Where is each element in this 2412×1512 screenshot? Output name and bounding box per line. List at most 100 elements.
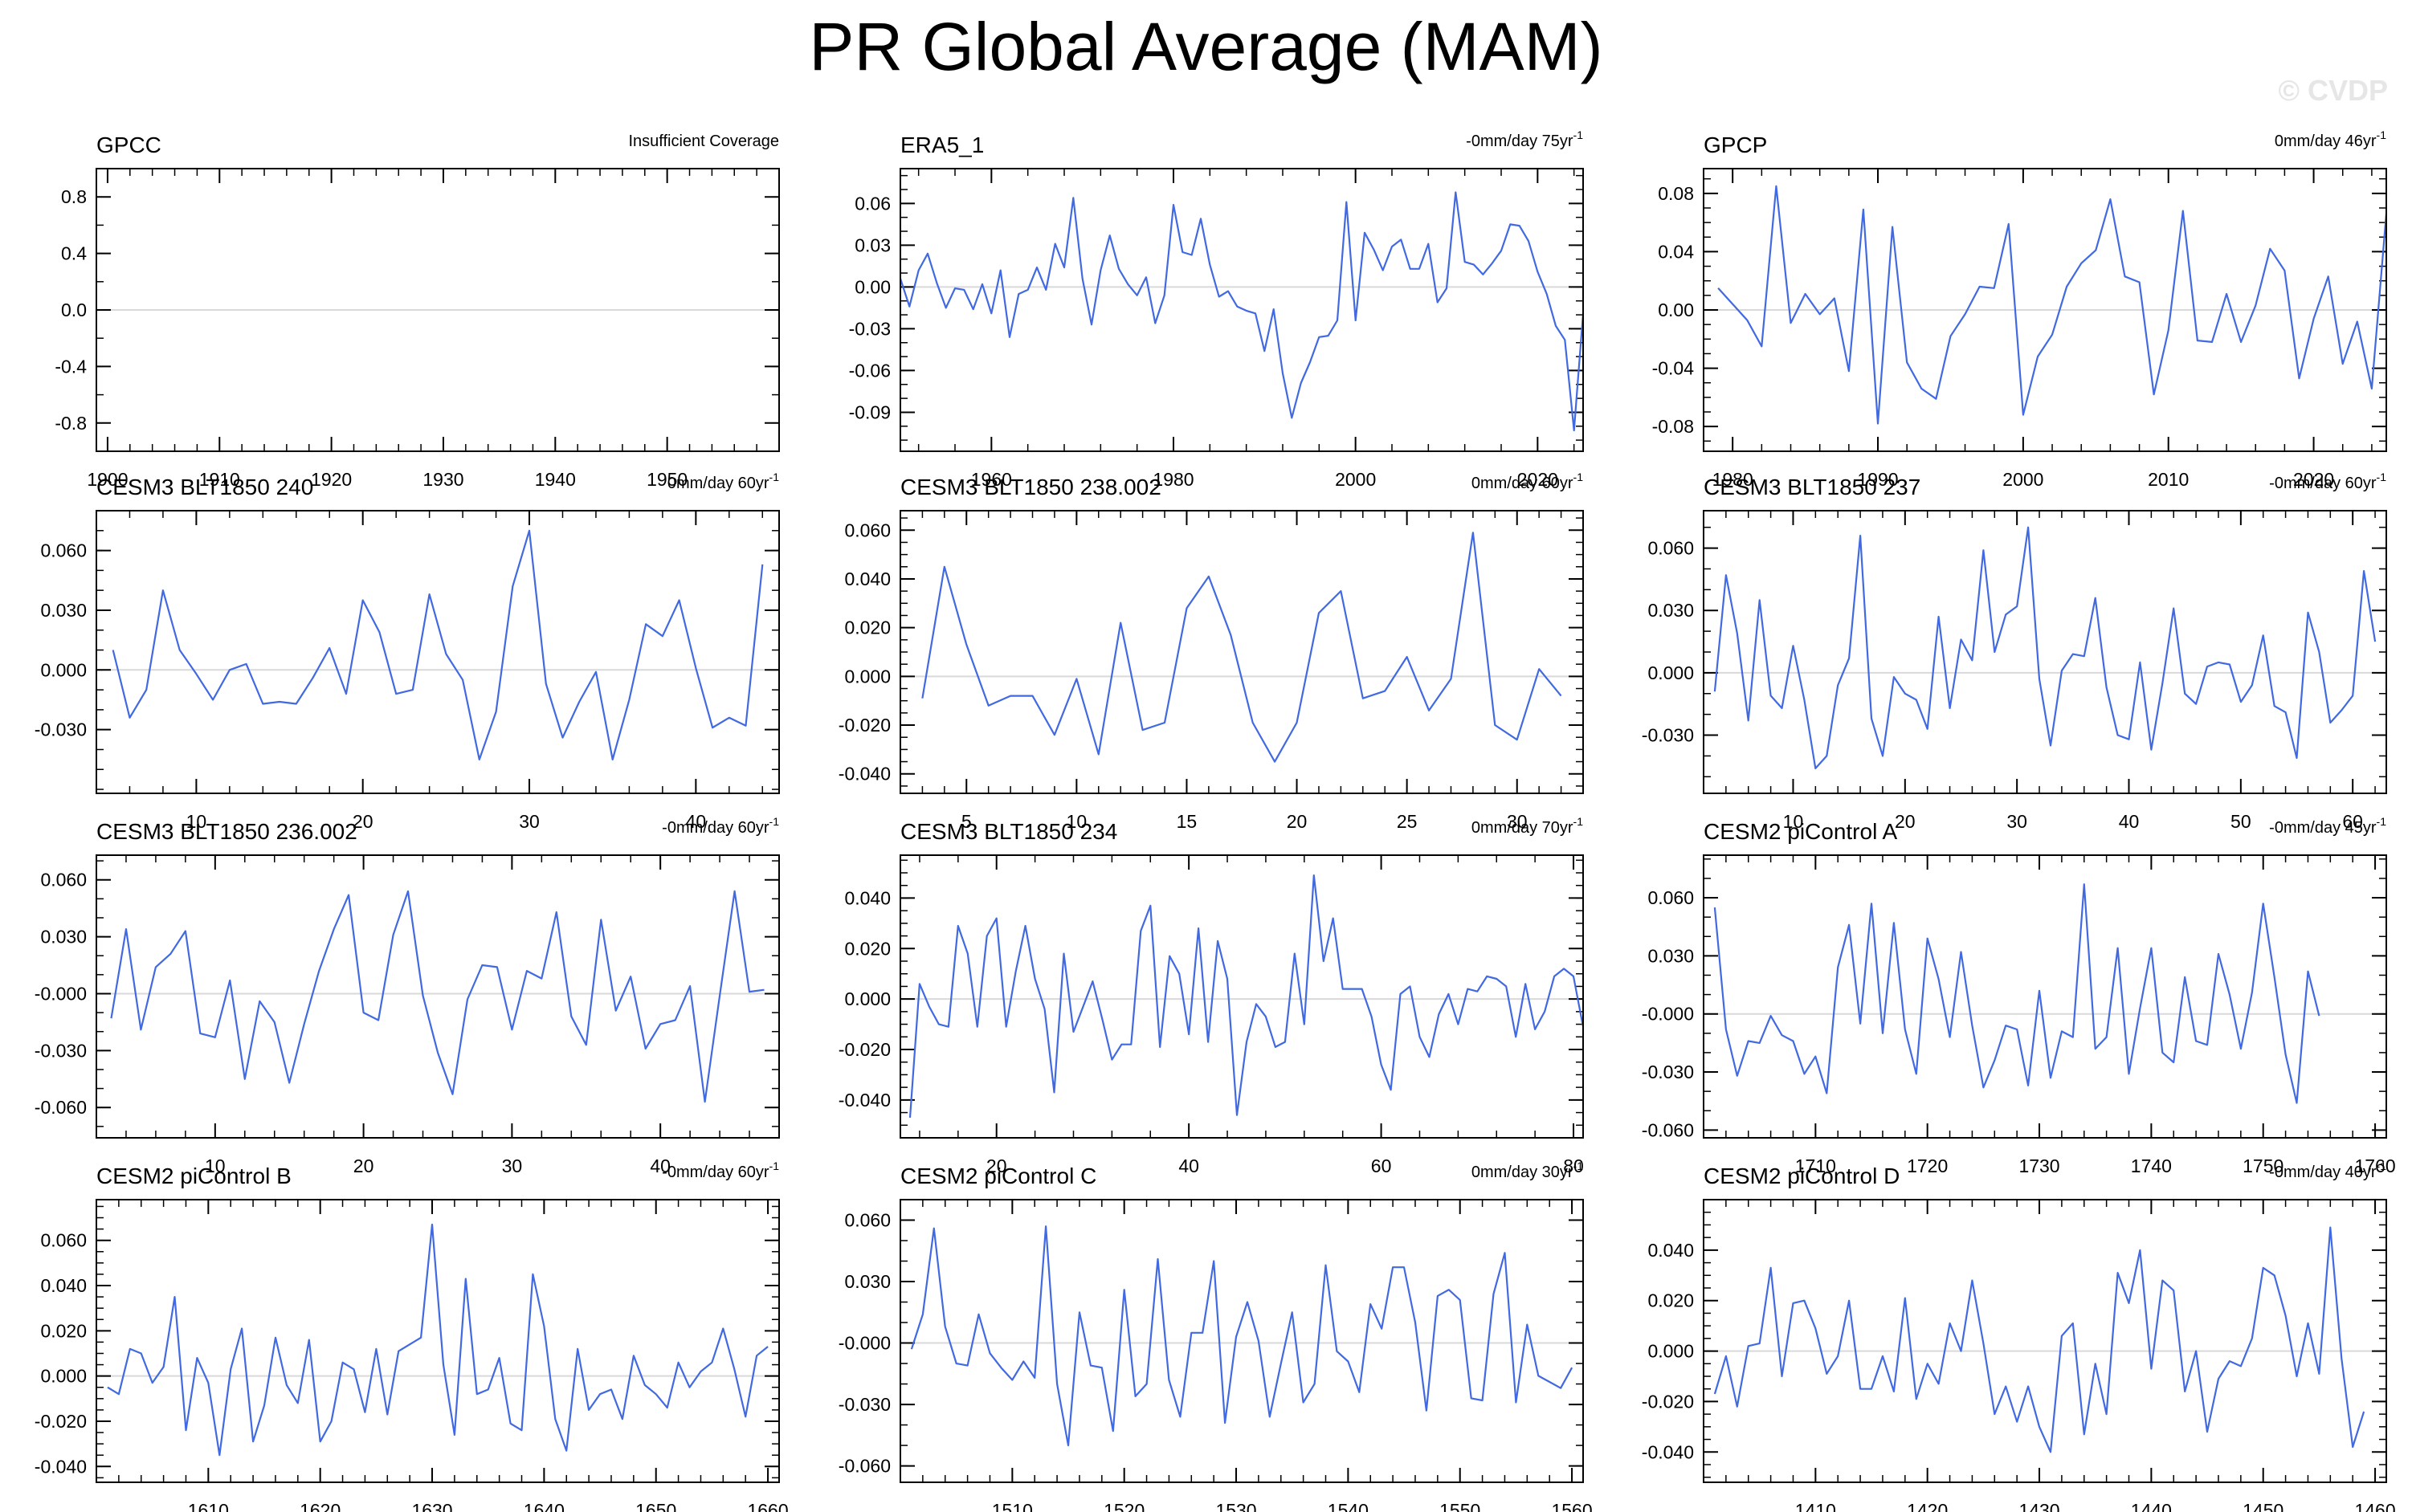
series-line (1717, 185, 2388, 425)
x-tick-label: 1740 (2131, 1155, 2172, 1176)
plot-frame (96, 168, 780, 452)
panel-subtitle: 0mm/day 60yr-1 (1471, 471, 1583, 492)
x-tick-label: 1940 (535, 469, 576, 490)
panel-title: CESM3 BLT1850 234 (900, 819, 1117, 844)
panel-7: 10 20 30 40 -0.060 -0.030 -0.000 0.030 0.060 CESM… (35, 815, 780, 1176)
y-tick-label: -0.000 (1642, 1004, 1694, 1025)
y-tick-label: -0.020 (839, 715, 891, 736)
y-tick-label: 0.040 (40, 1275, 87, 1296)
panel-subtitle: -0mm/day 60yr-1 (662, 1159, 779, 1181)
x-tick-label: 20 (353, 811, 373, 832)
x-tick-label: 30 (502, 1155, 523, 1176)
y-tick-label: -0.06 (849, 360, 891, 381)
y-tick-label: 0.000 (1647, 1341, 1694, 1362)
y-tick-label: 0.060 (844, 520, 891, 540)
plot-frame (1703, 510, 2387, 794)
y-tick-label: -0.020 (35, 1411, 87, 1432)
y-tick-label: 0.08 (1658, 183, 1694, 204)
x-tick-label: 1420 (1907, 1500, 1948, 1512)
plot-frame (900, 168, 1584, 452)
x-tick-label: 1650 (635, 1500, 676, 1512)
x-tick-label: 2000 (2002, 469, 2043, 490)
panel-9: 1710 1720 1730 1740 1750 1760 -0.060 -0.030 -0.0… (1642, 815, 2396, 1176)
x-tick-label: 10 (1067, 811, 1088, 832)
panel-title: CESM2 piControl B (96, 1164, 292, 1188)
y-tick-label: 0.000 (844, 988, 891, 1009)
x-tick-label: 30 (519, 811, 540, 832)
x-tick-label: 1440 (2131, 1500, 2172, 1512)
panel-10: 1610 1620 1630 1640 1650 1660 -0.040 -0.020 0.00… (35, 1159, 789, 1512)
y-tick-label: 0.060 (844, 1210, 891, 1231)
panel-5: 5 10 15 20 25 30 -0.040 -0.020 0.000 0.020 0.040 0.… (839, 471, 1584, 832)
y-tick-label: 0.030 (1647, 600, 1694, 621)
y-tick-label: 0.00 (1658, 300, 1694, 320)
panel-title: GPCC (96, 132, 161, 157)
y-tick-label: 0.060 (1647, 538, 1694, 559)
y-tick-label: 0.020 (40, 1320, 87, 1341)
panel-12: 1410 1420 1430 1440 1450 1460 -0.040 -0.020 0.00… (1642, 1159, 2396, 1512)
series-line (910, 1225, 1573, 1447)
y-tick-label: 0.000 (40, 659, 87, 680)
x-tick-label: 1510 (992, 1500, 1033, 1512)
y-tick-label: -0.060 (839, 1456, 891, 1477)
y-tick-label: 0.4 (61, 243, 87, 264)
panel-1: 1900 1910 1920 1930 1940 1950 -0.8 -0.4 0.0 0.4 0.… (55, 132, 780, 490)
x-tick-label: 40 (1178, 1155, 1199, 1176)
y-tick-label: 0.00 (855, 276, 891, 297)
panel-subtitle: 0mm/day 30yr-1 (1471, 1159, 1583, 1181)
panel-title: CESM2 piControl A (1704, 819, 1898, 844)
x-tick-label: 1630 (411, 1500, 452, 1512)
subtitle-superscript: -1 (2377, 1159, 2387, 1172)
x-tick-label: 1710 (1795, 1155, 1836, 1176)
y-tick-label: 0.03 (855, 234, 891, 255)
x-tick-label: 1720 (1907, 1155, 1948, 1176)
panel-subtitle: Insufficient Coverage (628, 132, 779, 150)
subtitle-superscript: -1 (769, 471, 780, 483)
panel-title: CESM3 BLT1850 237 (1704, 475, 1920, 499)
panel-subtitle: 0mm/day 60yr-1 (667, 471, 779, 492)
series-line (1713, 526, 2377, 770)
subtitle-superscript: -1 (2377, 128, 2387, 141)
x-tick-label: 1640 (524, 1500, 565, 1512)
panel-3: 1980 1990 2000 2010 2020 -0.08 -0.04 0.00 0.04 0.… (1652, 128, 2388, 490)
y-tick-label: -0.030 (35, 1040, 87, 1061)
y-tick-label: 0.030 (1647, 945, 1694, 966)
x-tick-label: 1620 (300, 1500, 341, 1512)
y-tick-label: 0.040 (844, 569, 891, 589)
y-tick-label: -0.030 (1642, 1062, 1694, 1082)
y-tick-label: 0.060 (40, 870, 87, 890)
y-tick-label: -0.4 (55, 356, 87, 377)
x-tick-label: 20 (1895, 811, 1916, 832)
panel-2: 1960 1980 2000 2020 -0.09 -0.06 -0.03 0.00 0.03 0… (849, 128, 1585, 490)
x-tick-label: 25 (1397, 811, 1418, 832)
x-tick-label: 20 (986, 1155, 1007, 1176)
y-tick-label: 0.8 (61, 186, 87, 207)
panel-6: 10 20 30 40 50 60 -0.030 0.000 0.030 0.060 CESM3 B… (1642, 471, 2387, 832)
x-tick-label: 1960 (971, 469, 1012, 490)
y-tick-label: 0.000 (844, 666, 891, 687)
series-line (921, 532, 1562, 763)
x-tick-label: 1950 (647, 469, 688, 490)
y-tick-label: 0.0 (61, 300, 87, 320)
panel-4: 10 20 30 40 -0.030 0.000 0.030 0.060 CESM3 BLT18… (35, 471, 780, 832)
x-tick-label: 1410 (1795, 1500, 1836, 1512)
x-tick-label: 40 (2119, 811, 2140, 832)
y-tick-label: -0.030 (35, 719, 87, 740)
plot-frame (96, 1199, 780, 1483)
subtitle-superscript: -1 (1573, 471, 1584, 483)
y-tick-label: 0.030 (40, 927, 87, 948)
subtitle-superscript: -1 (769, 1159, 780, 1172)
panel-8: 20 40 60 80 -0.040 -0.020 0.000 0.020 0.040 CESM3… (839, 815, 1585, 1176)
copyright-watermark: © CVDP (2278, 74, 2388, 107)
y-tick-label: -0.000 (35, 983, 87, 1004)
x-tick-label: 10 (186, 811, 207, 832)
plot-frame (96, 510, 780, 794)
x-tick-label: 1530 (1215, 1500, 1256, 1512)
x-tick-label: 1920 (311, 469, 352, 490)
plot-frame (900, 1199, 1584, 1483)
x-tick-label: 2020 (2293, 469, 2334, 490)
y-tick-label: -0.08 (1652, 416, 1694, 437)
y-tick-label: 0.000 (1647, 662, 1694, 683)
series-line (107, 1223, 769, 1457)
